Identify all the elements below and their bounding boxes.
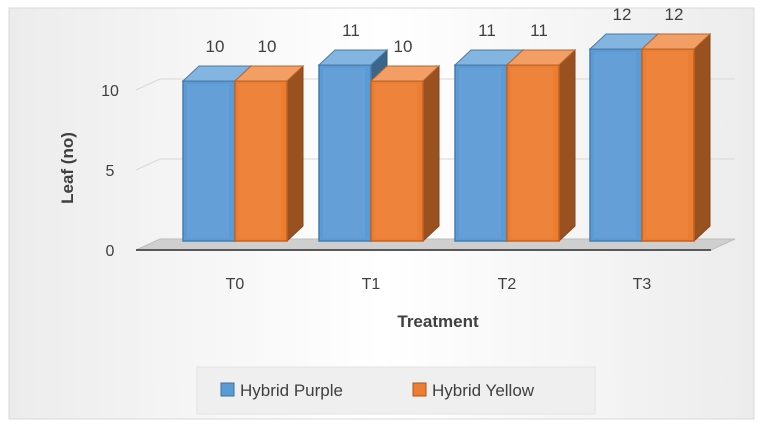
legend-box <box>196 366 596 415</box>
legend: Hybrid Purple Hybrid Yellow <box>196 366 596 415</box>
data-label: 12 <box>613 5 632 24</box>
x-axis-label: Treatment <box>397 312 479 331</box>
legend-label: Hybrid Yellow <box>432 381 535 400</box>
data-label: 10 <box>206 37 225 56</box>
data-label: 12 <box>665 5 684 24</box>
gridline <box>135 78 161 91</box>
x-tick-label: T0 <box>226 276 245 293</box>
data-label: 11 <box>342 21 360 40</box>
bar <box>369 64 441 243</box>
legend-swatch <box>412 382 427 397</box>
y-tick-label: 5 <box>106 163 115 180</box>
x-tick-label: T2 <box>498 276 517 293</box>
bar <box>505 48 577 243</box>
y-tick-label: 10 <box>101 83 119 100</box>
y-axis-label: Leaf (no) <box>58 132 77 204</box>
gridline <box>135 158 161 171</box>
x-tick-label: T1 <box>362 276 381 293</box>
y-tick-label: 0 <box>106 243 115 260</box>
legend-swatch <box>220 382 235 397</box>
data-label: 10 <box>394 37 413 56</box>
data-label: 11 <box>478 21 496 40</box>
data-label: 10 <box>258 37 277 56</box>
x-tick-label: T3 <box>633 276 652 293</box>
legend-label: Hybrid Purple <box>240 381 343 400</box>
bar <box>640 32 712 243</box>
data-label: 11 <box>530 21 548 40</box>
bar <box>233 64 305 243</box>
